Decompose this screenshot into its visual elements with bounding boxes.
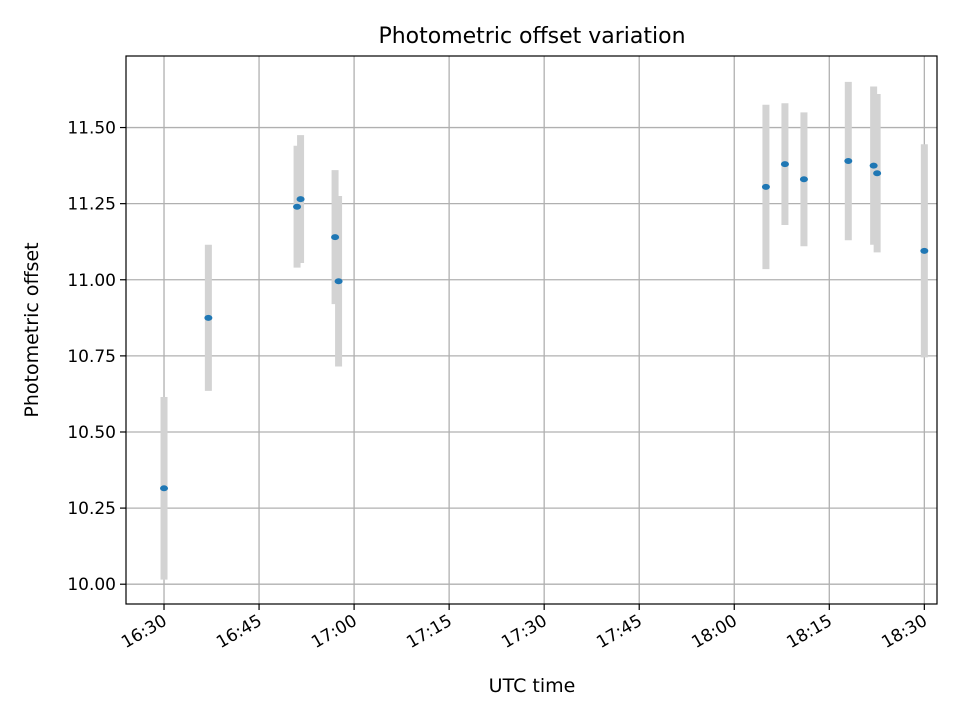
x-axis-label: UTC time (489, 675, 576, 697)
data-point (869, 162, 878, 169)
data-point (920, 247, 929, 254)
y-axis-label: Photometric offset (21, 242, 43, 417)
data-point (296, 196, 305, 203)
grid (126, 56, 937, 604)
data-point (160, 485, 169, 492)
plot-frame (125, 55, 938, 605)
y-tick-label: 10.25 (67, 499, 116, 519)
data-point (331, 234, 340, 241)
y-tick-label: 11.50 (67, 119, 116, 139)
data-point (844, 158, 853, 165)
y-tick-label: 11.25 (67, 195, 116, 215)
chart-title: Photometric offset variation (378, 24, 685, 49)
data-point (799, 176, 808, 183)
y-tick-label: 10.00 (67, 575, 116, 595)
data-points (160, 158, 929, 492)
y-tick-label: 10.50 (67, 423, 116, 443)
y-axis-ticks: 10.00 10.25 10.50 10.75 11.00 11.25 11.50 (67, 119, 126, 595)
data-point (334, 278, 343, 285)
data-point (780, 161, 789, 168)
data-point (873, 170, 882, 177)
y-tick-label: 11.00 (67, 271, 116, 291)
data-point (204, 314, 213, 321)
data-point (293, 203, 302, 210)
y-tick-label: 10.75 (67, 347, 116, 367)
data-point (761, 183, 770, 190)
